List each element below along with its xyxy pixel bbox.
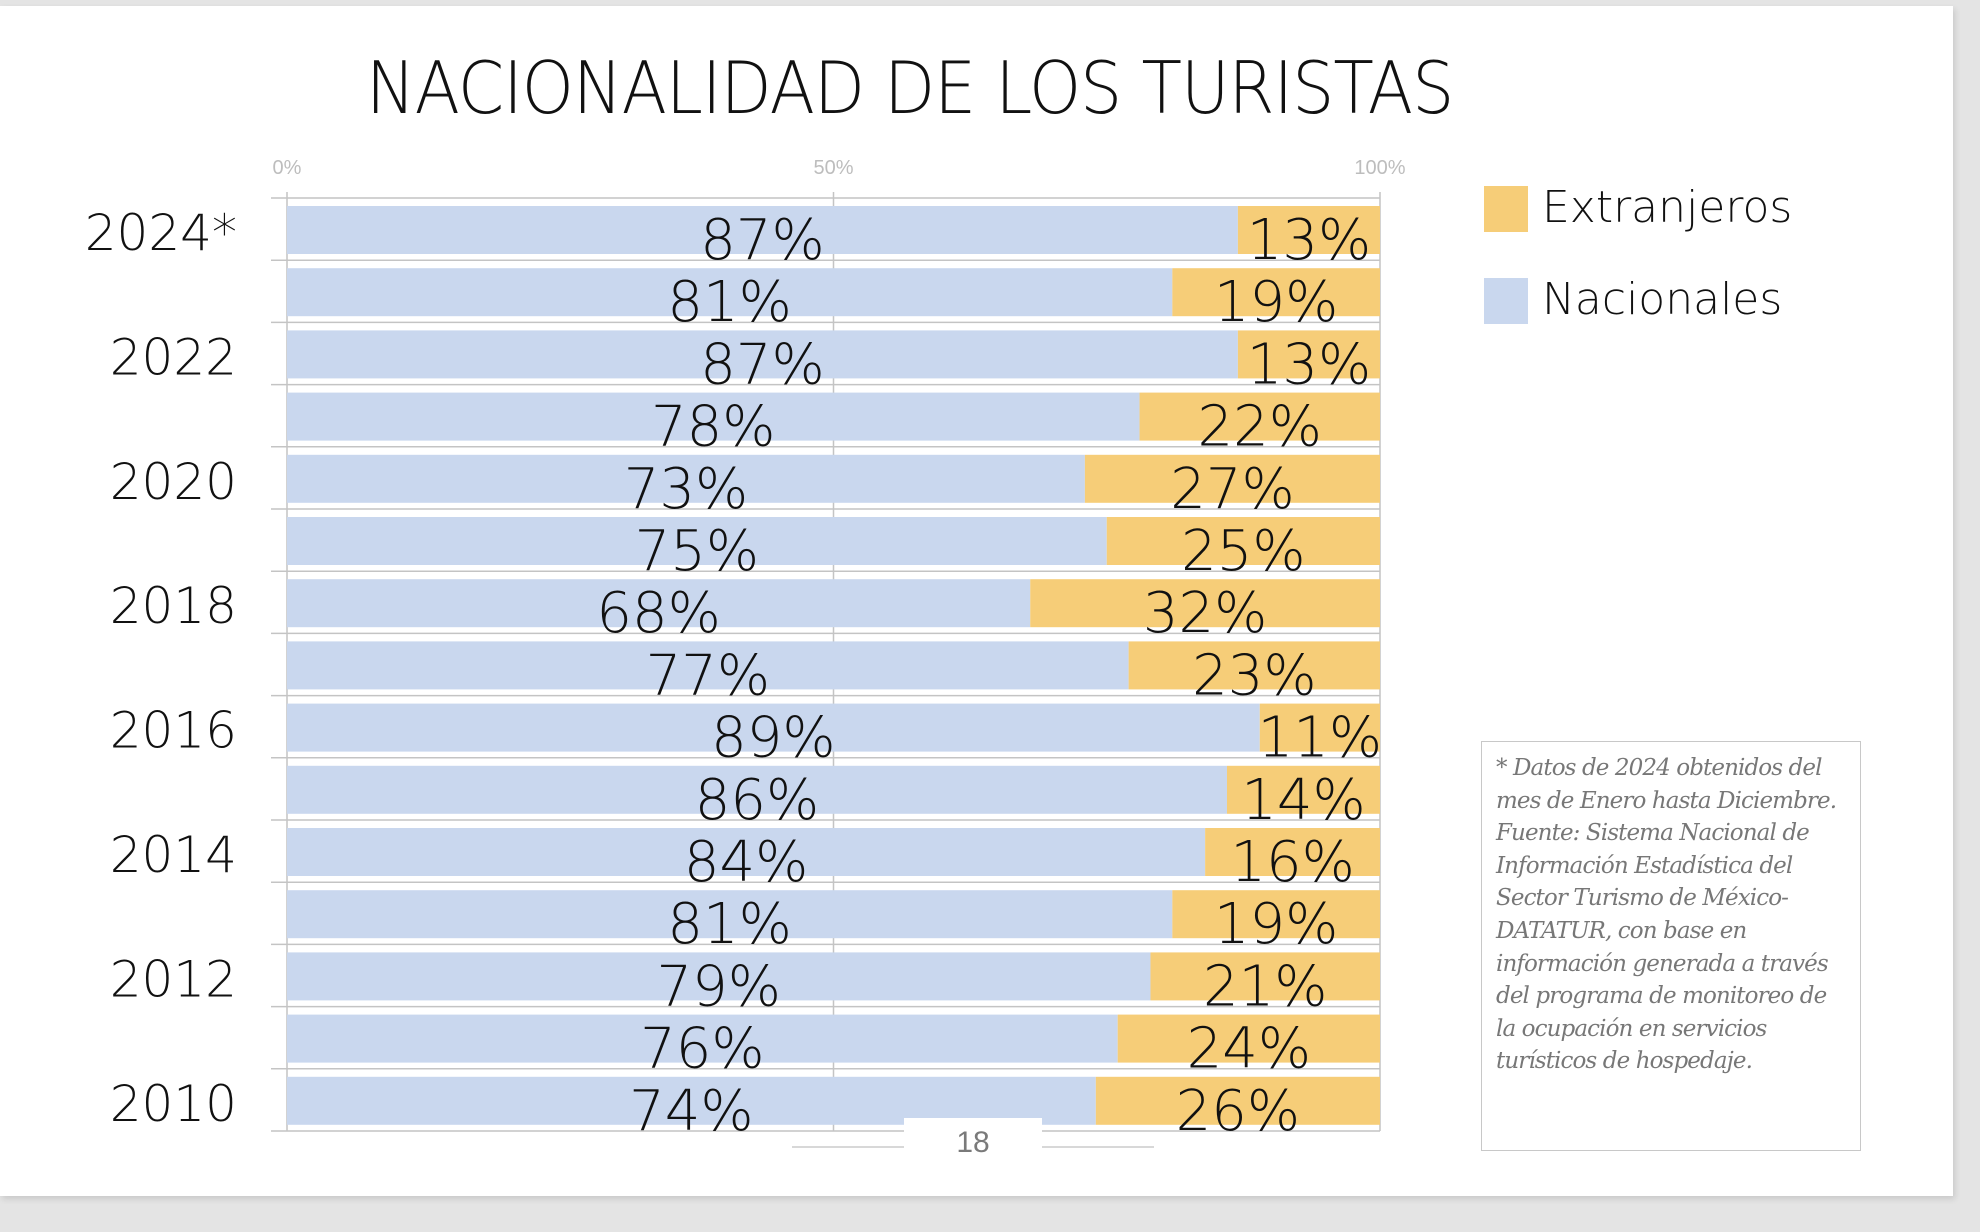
bar-nacionales — [287, 206, 1238, 254]
bar-nacionales — [287, 952, 1151, 1001]
bar-extranjeros — [1106, 517, 1380, 565]
data-label-extranjeros: 16% — [1230, 830, 1354, 895]
bar-extranjeros — [1172, 268, 1380, 317]
data-label-nacionales: 74% — [629, 1079, 753, 1144]
data-label-nacionales: 73% — [624, 457, 748, 522]
data-label-extranjeros: 25% — [1181, 519, 1305, 584]
source-note: * Datos de 2024 obtenidos del mes de Ene… — [1481, 741, 1861, 1151]
bar-nacionales — [287, 392, 1140, 441]
bar-extranjeros — [1150, 952, 1380, 1001]
bars — [287, 206, 1380, 1125]
bar-nacionales — [287, 517, 1107, 565]
legend-label-extranjeros: Extranjeros — [1542, 182, 1793, 233]
bar-extranjeros — [1172, 890, 1380, 939]
data-label-nacionales: 81% — [667, 270, 791, 335]
data-label-extranjeros: 14% — [1241, 768, 1365, 833]
bar-extranjeros — [1084, 454, 1380, 503]
bar-extranjeros — [1117, 1014, 1380, 1063]
data-label-nacionales: 84% — [684, 830, 808, 895]
y-tick-label: 2014 — [110, 826, 237, 884]
data-label-extranjeros: 19% — [1214, 270, 1338, 335]
data-label-nacionales: 87% — [700, 208, 824, 273]
page-number-rule-left — [792, 1146, 904, 1148]
bar-nacionales — [287, 641, 1129, 690]
bar-extranjeros — [1030, 579, 1380, 628]
bar-nacionales — [287, 765, 1227, 814]
legend-swatch-nacionales — [1484, 278, 1528, 324]
data-label-extranjeros: 23% — [1192, 643, 1316, 708]
data-label-extranjeros: 13% — [1247, 332, 1371, 397]
page-number: 18 — [904, 1118, 1042, 1168]
axes: 0% 50% 100% 2024* 2022 2020 2018 2016 2014 2012 20… — [85, 157, 1406, 1133]
bar-nacionales — [287, 454, 1085, 503]
bar-extranjeros — [1259, 703, 1380, 752]
data-label-nacionales: 77% — [646, 643, 770, 708]
bar-extranjeros — [1226, 765, 1380, 814]
data-label-extranjeros: 21% — [1203, 954, 1327, 1019]
y-tick-label: 2022 — [110, 328, 237, 386]
data-label-nacionales: 75% — [635, 519, 759, 584]
data-label-nacionales: 76% — [640, 1017, 764, 1082]
page-number-rule-right — [1042, 1146, 1154, 1148]
data-label-extranjeros: 22% — [1198, 395, 1322, 460]
x-tick-label: 50% — [813, 157, 853, 179]
data-label-extranjeros: 26% — [1176, 1079, 1300, 1144]
bar-nacionales — [287, 579, 1031, 628]
data-label-nacionales: 87% — [700, 332, 824, 397]
y-tick-label: 2018 — [110, 577, 237, 635]
x-tick-label: 100% — [1354, 157, 1405, 179]
legend-swatch-extranjeros — [1484, 186, 1528, 232]
data-label-nacionales: 86% — [695, 768, 819, 833]
y-tick-label: 2010 — [110, 1075, 237, 1133]
bar-extranjeros — [1128, 641, 1380, 690]
bar-extranjeros — [1139, 392, 1380, 441]
bar-extranjeros — [1237, 206, 1380, 254]
data-label-nacionales: 79% — [657, 954, 781, 1019]
data-label-extranjeros: 32% — [1143, 581, 1267, 646]
bar-nacionales — [287, 828, 1206, 876]
data-label-nacionales: 78% — [651, 395, 775, 460]
data-label-extranjeros: 24% — [1187, 1017, 1311, 1082]
bar-nacionales — [287, 1014, 1118, 1063]
bar-extranjeros — [1205, 828, 1380, 876]
bar-nacionales — [287, 268, 1173, 317]
legend-label-nacionales: Nacionales — [1542, 274, 1783, 325]
data-label-extranjeros: 13% — [1247, 208, 1371, 273]
y-tick-label: 2024* — [85, 204, 237, 262]
x-tick-label: 0% — [273, 157, 302, 179]
bar-nacionales — [287, 1076, 1096, 1125]
data-label-nacionales: 89% — [711, 706, 835, 771]
bar-extranjeros — [1237, 330, 1380, 379]
y-tick-label: 2020 — [110, 453, 237, 511]
data-label-extranjeros: 19% — [1214, 892, 1338, 957]
y-tick-label: 2012 — [110, 950, 237, 1008]
bar-nacionales — [287, 330, 1238, 379]
chart-title: NACIONALIDAD DE LOS TURISTAS — [366, 46, 1454, 130]
bar-nacionales — [287, 703, 1260, 752]
data-labels: 87% 13% 81% 19% 87% 13% 78% 22% 73% 27% 75% 25% 68% 3… — [596, 208, 1382, 1144]
data-label-nacionales: 68% — [596, 581, 720, 646]
data-label-extranjeros: 27% — [1170, 457, 1294, 522]
bar-nacionales — [287, 890, 1173, 939]
data-label-extranjeros: 11% — [1258, 706, 1382, 771]
bar-extranjeros — [1095, 1076, 1380, 1125]
data-label-nacionales: 81% — [667, 892, 791, 957]
y-tick-label: 2016 — [110, 702, 237, 760]
